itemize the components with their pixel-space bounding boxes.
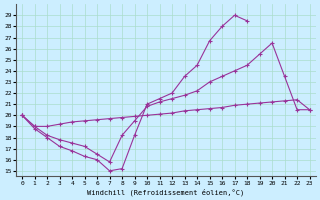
X-axis label: Windchill (Refroidissement éolien,°C): Windchill (Refroidissement éolien,°C) <box>87 188 244 196</box>
